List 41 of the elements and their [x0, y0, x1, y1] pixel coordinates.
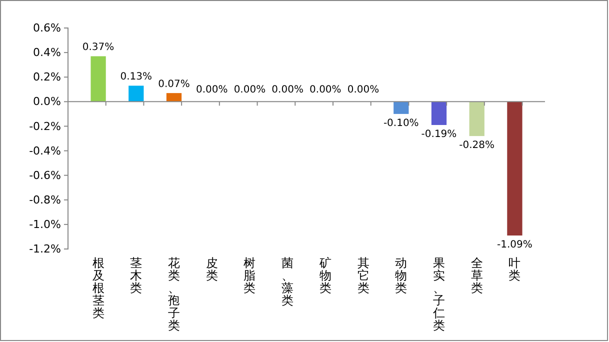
data-label: 0.07% — [158, 79, 190, 90]
x-tick-label: 菌、藻类 — [282, 256, 294, 308]
bar — [507, 102, 522, 236]
x-tick-label: 全草类 — [470, 256, 483, 295]
data-label: 0.00% — [272, 84, 304, 96]
data-label: 0.00% — [196, 84, 228, 96]
data-label: -1.09% — [497, 239, 532, 250]
data-label: 0.00% — [310, 84, 342, 96]
bar — [469, 102, 484, 136]
x-tick-label: 果实、子仁类 — [432, 256, 445, 332]
y-tick-label: 0.6% — [33, 22, 61, 35]
x-tick-label: 茎木类 — [130, 256, 142, 295]
x-tick-label: 根及根茎类 — [92, 256, 104, 320]
data-label: -0.28% — [459, 140, 495, 152]
x-tick-label: 树脂类 — [244, 256, 256, 295]
data-label: -0.19% — [421, 128, 457, 140]
y-tick-label: -1.2% — [29, 242, 61, 256]
y-tick-label: -0.2% — [29, 120, 61, 133]
bar — [90, 56, 106, 102]
y-tick-label: -0.4% — [29, 144, 61, 158]
x-tick-label: 其它类 — [357, 256, 370, 295]
bar — [394, 102, 409, 114]
x-tick-label: 矿物类 — [318, 256, 332, 295]
y-tick-label: -0.8% — [29, 193, 61, 206]
data-label: 0.00% — [234, 84, 266, 96]
bar — [166, 93, 182, 102]
bar — [431, 102, 447, 125]
x-tick-label: 皮类 — [206, 256, 218, 282]
y-tick-label: 0.0% — [33, 95, 61, 108]
y-tick-label: -0.6% — [29, 168, 61, 182]
bar — [128, 86, 144, 102]
y-tick-label: -1.0% — [29, 218, 61, 231]
data-label: -0.10% — [383, 118, 419, 129]
x-tick-label: 叶类 — [508, 256, 521, 282]
y-tick-label: 0.2% — [33, 70, 61, 84]
x-tick-label: 花类、孢子类 — [168, 256, 180, 332]
data-label: 0.00% — [347, 84, 380, 96]
x-tick-label: 动物类 — [395, 256, 408, 295]
data-label: 0.13% — [120, 72, 152, 83]
data-label: 0.37% — [82, 42, 114, 54]
y-tick-label: 0.4% — [33, 46, 61, 60]
